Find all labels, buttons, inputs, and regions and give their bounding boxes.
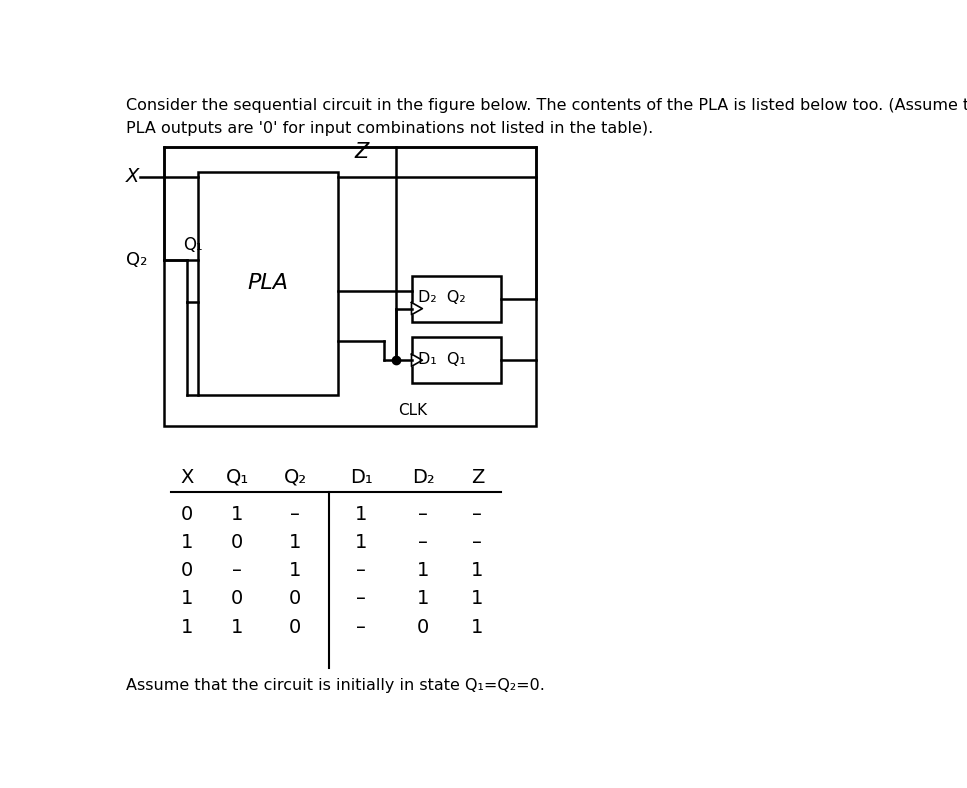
Text: Q₁: Q₁ [183,236,202,254]
Text: PLA: PLA [248,273,288,293]
Polygon shape [412,354,423,366]
Text: 1: 1 [355,533,367,552]
Text: –: – [418,504,428,524]
Text: D₁  Q₁: D₁ Q₁ [418,352,465,367]
Text: 1: 1 [231,504,244,524]
Text: 1: 1 [181,618,193,637]
Bar [412,337,501,383]
Text: 1: 1 [289,561,302,580]
Text: 1: 1 [471,561,484,580]
Text: 0: 0 [181,561,192,580]
Text: Z: Z [354,142,368,162]
Bar [412,276,501,322]
Text: 1: 1 [417,589,429,608]
Text: –: – [356,589,366,608]
Text: 0: 0 [289,618,302,637]
Text: 1: 1 [181,589,193,608]
Text: Z: Z [471,468,484,487]
Text: 1: 1 [355,504,367,524]
Text: 1: 1 [417,561,429,580]
Text: 1: 1 [289,533,302,552]
Text: –: – [290,504,300,524]
Text: X: X [180,468,193,487]
Text: –: – [473,533,483,552]
Text: –: – [356,561,366,580]
Text: D₂  Q₂: D₂ Q₂ [418,290,465,305]
Text: Q₁: Q₁ [225,468,249,487]
Text: D₂: D₂ [412,468,434,487]
Bar [163,147,536,426]
Text: Assume that the circuit is initially in state Q₁=Q₂=0.: Assume that the circuit is initially in … [127,678,545,693]
Text: 0: 0 [231,533,244,552]
Text: –: – [232,561,242,580]
Text: X: X [127,168,139,187]
Text: D₁: D₁ [350,468,372,487]
Text: CLK: CLK [398,403,427,418]
Text: 0: 0 [289,589,302,608]
Text: Consider the sequential circuit in the figure below. The contents of the PLA is : Consider the sequential circuit in the f… [127,98,967,136]
Bar [198,172,337,395]
Text: –: – [356,618,366,637]
Text: Q₂: Q₂ [127,251,148,269]
Text: –: – [473,504,483,524]
Text: 1: 1 [471,589,484,608]
Polygon shape [412,303,423,314]
Text: –: – [418,533,428,552]
Text: 0: 0 [231,589,244,608]
Text: 1: 1 [231,618,244,637]
Text: 0: 0 [181,504,192,524]
Text: 0: 0 [417,618,429,637]
Text: 1: 1 [181,533,193,552]
Text: Q₂: Q₂ [283,468,307,487]
Text: 1: 1 [471,618,484,637]
